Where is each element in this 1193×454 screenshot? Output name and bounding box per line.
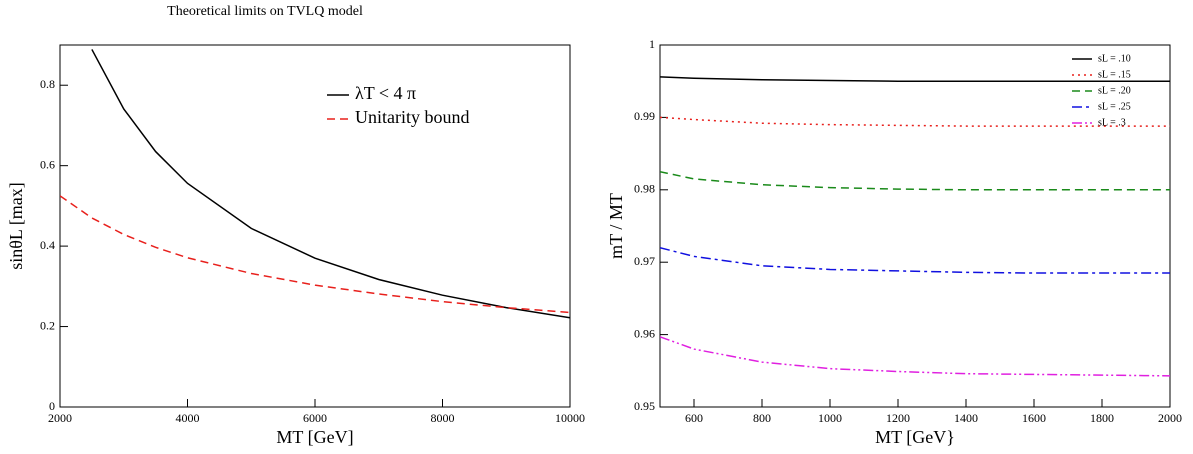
x-tick-label: 2000 — [48, 411, 72, 425]
series-line — [660, 170, 1170, 191]
x-tick-label: 4000 — [176, 411, 200, 425]
y-tick-label: 1 — [649, 37, 655, 51]
legend-label: sL = .25 — [1098, 101, 1131, 112]
y-tick-label: 0.96 — [634, 326, 655, 340]
y-axis-label: mT / MT — [606, 193, 626, 259]
x-tick-label: 2000 — [1158, 411, 1182, 425]
y-tick-label: 0.8 — [40, 77, 55, 91]
x-axis-label: MT [GeV} — [875, 427, 955, 447]
x-tick-label: 800 — [753, 411, 771, 425]
x-axis-label: MT [GeV] — [276, 427, 353, 447]
x-tick-label: 600 — [685, 411, 703, 425]
x-tick-label: 6000 — [303, 411, 327, 425]
x-tick-label: 10000 — [555, 411, 585, 425]
series-line — [660, 336, 1170, 377]
plot-frame — [59, 44, 571, 408]
series-line — [60, 195, 570, 314]
x-tick-label: 1800 — [1090, 411, 1114, 425]
series-line — [660, 116, 1170, 127]
legend-label: sL = .15 — [1098, 69, 1131, 80]
legend-label: λT < 4 π — [355, 83, 416, 103]
x-tick-label: 1000 — [818, 411, 842, 425]
y-tick-label: 0.98 — [634, 182, 655, 196]
x-tick-label: 8000 — [431, 411, 455, 425]
y-tick-label: 0.4 — [40, 238, 55, 252]
legend-label: sL = .20 — [1098, 85, 1131, 96]
series-line — [660, 76, 1170, 82]
plot-frame — [659, 44, 1171, 408]
x-tick-label: 1200 — [886, 411, 910, 425]
legend-label: sL = .3 — [1098, 117, 1126, 128]
y-tick-label: 0.6 — [40, 157, 55, 171]
chart-title: Theoretical limits on TVLQ model — [167, 4, 363, 19]
y-tick-label: 0.95 — [634, 399, 655, 413]
x-tick-label: 1600 — [1022, 411, 1046, 425]
legend-label: sL = .10 — [1098, 53, 1131, 64]
y-tick-label: 0 — [49, 399, 55, 413]
x-tick-label: 1400 — [954, 411, 978, 425]
legend-label: Unitarity bound — [355, 107, 470, 127]
y-tick-label: 0.97 — [634, 254, 655, 268]
y-tick-label: 0.2 — [40, 318, 55, 332]
y-axis-label: sinθL [max] — [6, 182, 26, 269]
series-line — [660, 246, 1170, 274]
y-tick-label: 0.99 — [634, 109, 655, 123]
series-line — [91, 49, 570, 319]
